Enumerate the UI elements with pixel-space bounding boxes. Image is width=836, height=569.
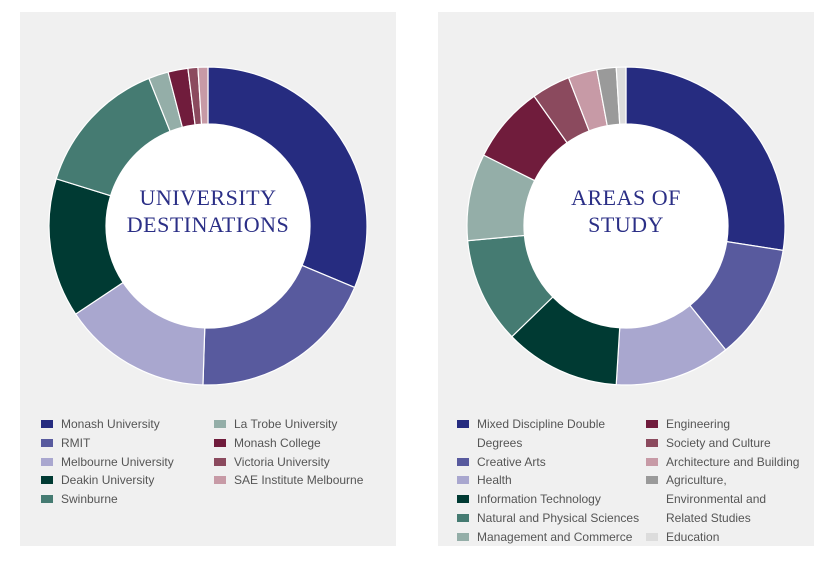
legend-item-society-and-culture: Society and Culture	[646, 434, 806, 453]
legend-item-management-and-commerce: Management and Commerce	[457, 528, 639, 547]
legend-label: Monash College	[234, 435, 321, 450]
legend-swatch	[214, 420, 226, 428]
legend-swatch	[457, 420, 469, 428]
legend-label: Natural and Physical Sciences	[477, 510, 640, 525]
legend-swatch	[457, 532, 469, 541]
legend-swatch	[646, 532, 658, 541]
legend-item-monash-college: Monash College	[214, 434, 363, 453]
legend-swatch	[646, 476, 658, 485]
legend-swatch	[646, 457, 658, 466]
legend-swatch	[214, 438, 226, 447]
legend-label: Victoria University	[234, 454, 330, 469]
legend-label: La Trobe University	[234, 417, 338, 431]
legend-item-information-technology: Information Technology	[457, 490, 639, 509]
areas-of-study-panel: AREAS OF STUDY Mixed Discipline Double D…	[438, 12, 814, 546]
legend-item-engineering: Engineering	[646, 415, 806, 434]
legend-item-architecture-and-building: Architecture and Building	[646, 453, 806, 472]
legend-item-health: Health	[457, 471, 639, 490]
legend-swatch	[214, 457, 226, 466]
areas-of-study-title: AREAS OF STUDY	[438, 184, 814, 238]
legend-item-melbourne-university: Melbourne University	[41, 453, 174, 472]
university-destinations-donut	[48, 66, 368, 386]
university-destinations-panel: UNIVERSITY DESTINATIONS Monash Universit…	[20, 12, 396, 546]
legend-label: Agriculture, Environmental and Related S…	[666, 473, 767, 525]
legend-label: Deakin University	[61, 473, 155, 488]
legend-item-deakin-university: Deakin University	[41, 471, 174, 490]
legend-item-la-trobe-university: La Trobe University	[214, 415, 363, 434]
legend-label: Information Technology	[477, 492, 601, 507]
legend-swatch	[646, 420, 658, 428]
chart-title-text: AREAS OF STUDY	[571, 185, 681, 237]
legend-item-victoria-university: Victoria University	[214, 453, 363, 472]
university-destinations-title: UNIVERSITY DESTINATIONS	[20, 184, 396, 238]
legend-label: Swinburne	[61, 492, 118, 507]
donut-hole	[524, 124, 728, 328]
legend-column: Monash University RMIT Melbourne Universit…	[41, 415, 174, 509]
legend-item-monash-university: Monash University	[41, 415, 174, 434]
legend-label: Management and Commerce	[477, 529, 633, 544]
legend-item-natural-and-physical-sciences: Natural and Physical Sciences	[457, 509, 639, 528]
legend-label: Monash University	[61, 417, 160, 431]
legend-item-swinburne: Swinburne	[41, 490, 174, 509]
legend-swatch	[646, 438, 658, 447]
legend-label: Engineering	[666, 417, 731, 431]
legend-swatch	[41, 495, 53, 504]
legend-swatch	[41, 420, 53, 428]
legend-label: Education	[666, 529, 720, 544]
legend-item-creative-arts: Creative Arts	[457, 453, 639, 472]
slice-mixed-discipline-double-degrees	[625, 66, 786, 252]
legend-column: Mixed Discipline Double Degrees Creative …	[457, 415, 639, 547]
legend-label: Health	[477, 473, 512, 488]
legend-item-rmit: RMIT	[41, 434, 174, 453]
legend-swatch	[457, 513, 469, 522]
legend-label: Architecture and Building	[666, 454, 800, 469]
chart-title-text: UNIVERSITY DESTINATIONS	[126, 185, 290, 237]
legend-label: Creative Arts	[477, 454, 546, 469]
legend-column: Engineering Society and Culture Architectu…	[646, 415, 806, 547]
legend-swatch	[457, 457, 469, 466]
legend-item-sae-institute-melbourne: SAE Institute Melbourne	[214, 471, 363, 490]
legend-swatch	[214, 476, 226, 485]
legend-swatch	[41, 438, 53, 447]
legend-column: La Trobe University Monash College Victori…	[214, 415, 363, 490]
legend-label: Mixed Discipline Double Degrees	[477, 417, 606, 450]
legend-label: Melbourne University	[61, 454, 174, 469]
legend-item-agriculture-environmental-and-related-studies: Agriculture, Environmental and Related S…	[646, 471, 806, 527]
legend-swatch	[457, 495, 469, 504]
legend-item-mixed-discipline-double-degrees: Mixed Discipline Double Degrees	[457, 415, 639, 453]
legend-label: RMIT	[61, 435, 91, 450]
legend-swatch	[457, 476, 469, 485]
legend-item-education: Education	[646, 528, 806, 547]
areas-of-study-donut	[466, 66, 786, 386]
donut-hole	[106, 124, 310, 328]
legend-swatch	[41, 476, 53, 485]
legend-label: SAE Institute Melbourne	[234, 473, 364, 488]
legend-label: Society and Culture	[666, 435, 771, 450]
legend-swatch	[41, 457, 53, 466]
